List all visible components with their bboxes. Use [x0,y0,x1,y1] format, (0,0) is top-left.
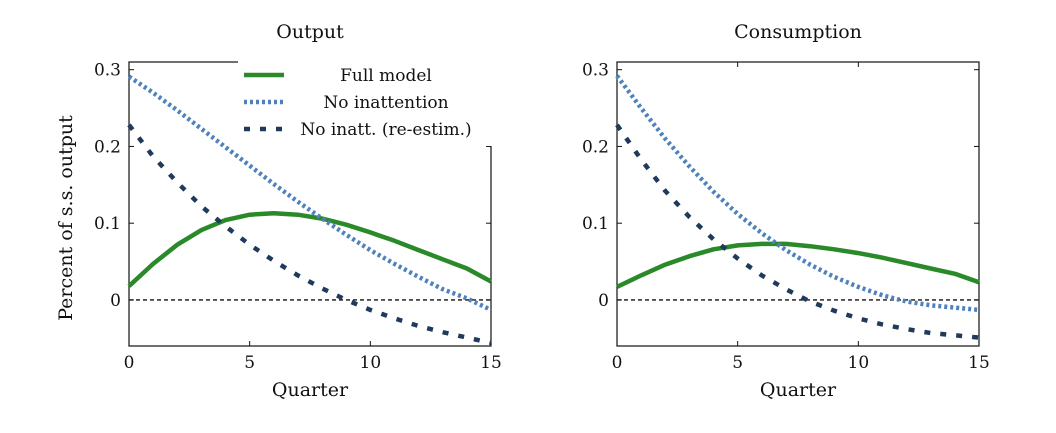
y-axis-label: Percent of s.s. output [55,115,77,321]
output-panel: 0 5 10 15 0 0.1 0.2 0.3 Output Quarter [94,21,502,401]
series-line-no-inatt-reestim [615,123,980,340]
plot-frame [616,61,980,347]
x-tick-label: 0 [612,353,623,373]
x-tick-label: 15 [480,353,502,373]
x-axis-label: Quarter [272,379,349,401]
x-tick-label: 10 [360,353,382,373]
series-line-no-inatt-reestim [127,123,492,346]
x-tick-label: 5 [732,353,743,373]
series-line-full-model [127,210,493,288]
legend-label-full-model: Full model [340,66,432,86]
y-tick-label: 0 [110,291,121,311]
x-tick-label: 5 [244,353,255,373]
y-tick-label: 0.1 [582,214,609,234]
consumption-panel: 0 5 10 15 0 0.1 0.2 0.3 Consumption Quarter [582,21,990,401]
legend: Full model No inattention No inatt. (re-… [238,60,514,146]
x-tick-label: 10 [848,353,870,373]
series-line-no-inattention [127,74,492,312]
x-tick-label: 15 [968,353,990,373]
y-tick-label: 0.2 [582,137,609,157]
y-tick-label: 0 [598,291,609,311]
x-axis-label: Quarter [760,379,837,401]
y-tick-label: 0.1 [94,214,121,234]
legend-label-no-inattention: No inattention [323,93,448,113]
legend-label-no-inatt-reestim: No inatt. (re-estim.) [300,120,471,140]
panel-title: Output [276,21,344,43]
series-line-full-model [616,241,980,289]
y-tick-label: 0.3 [582,61,609,81]
y-tick-label: 0.3 [94,61,121,81]
panel-title: Consumption [734,21,862,43]
x-tick-label: 0 [124,353,135,373]
series-line-no-inattention [615,74,980,313]
y-tick-label: 0.2 [94,137,121,157]
